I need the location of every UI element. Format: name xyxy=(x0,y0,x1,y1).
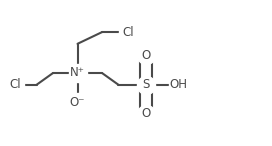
Text: O: O xyxy=(141,107,150,120)
Text: Cl: Cl xyxy=(9,78,21,91)
Text: OH: OH xyxy=(169,78,187,91)
Text: O: O xyxy=(141,49,150,62)
Text: Cl: Cl xyxy=(122,26,134,39)
Text: O⁻: O⁻ xyxy=(70,96,85,109)
Text: S: S xyxy=(142,78,149,91)
Text: N⁺: N⁺ xyxy=(70,66,85,80)
